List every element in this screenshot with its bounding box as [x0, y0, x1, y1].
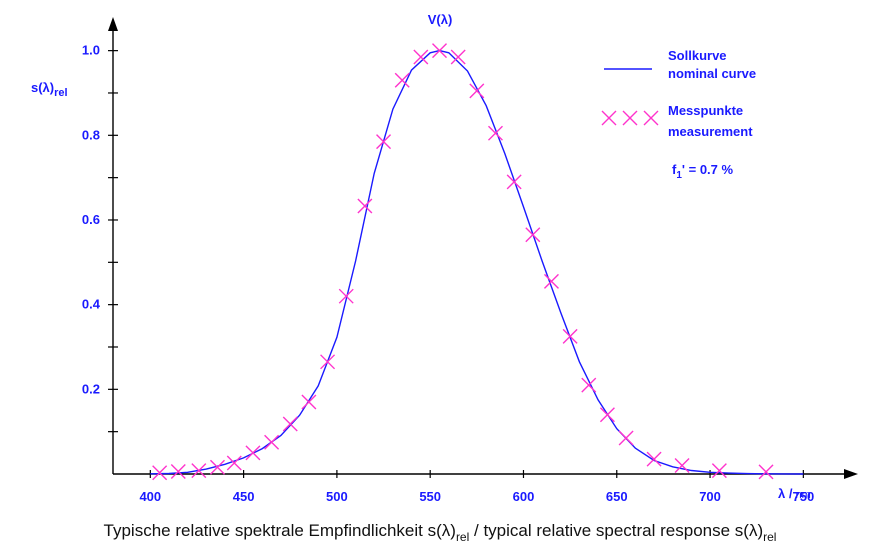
measurement-point — [191, 463, 207, 479]
chart-title: V(λ) — [428, 12, 453, 27]
y-tick-label: 0.4 — [82, 297, 101, 312]
measurement-point — [562, 328, 578, 344]
legend-marker-name: Messpunkte — [668, 103, 743, 118]
legend-line-name: Sollkurve — [668, 48, 727, 63]
y-tick-label: 0.6 — [82, 212, 100, 227]
caption-sub-1: rel — [456, 530, 469, 544]
x-axis-label: λ / nm — [778, 486, 811, 501]
legend-marker-cross — [643, 110, 659, 126]
x-tick-label: 550 — [419, 489, 441, 504]
measurement-point — [394, 72, 410, 88]
measurement-point — [469, 83, 485, 99]
legend-marker-name-en: measurement — [668, 124, 753, 139]
measurement-point — [209, 459, 225, 475]
legend: Sollkurve nominal curve Messpunkte measu… — [601, 48, 756, 181]
measurement-point — [320, 354, 336, 370]
figure-caption: Typische relative spektrale Empfindlichk… — [104, 521, 777, 544]
x-tick-label: 700 — [699, 489, 721, 504]
y-axis-label-main: s(λ) — [31, 80, 54, 95]
measurement-point — [264, 434, 280, 450]
measurement-point — [170, 463, 186, 479]
f1-annotation-sub: 1 — [676, 170, 682, 181]
y-axis-arrow — [108, 17, 118, 31]
measurement-point — [506, 174, 522, 190]
measurement-point — [282, 416, 298, 432]
measurement-point — [487, 125, 503, 141]
measurement-point — [543, 273, 559, 289]
f1-annotation: f1' = 0.7 % — [672, 162, 733, 181]
measurement-point — [450, 49, 466, 65]
x-tick-label: 500 — [326, 489, 348, 504]
measurement-point — [152, 465, 168, 481]
measurement-point — [376, 134, 392, 150]
measurement-point — [758, 464, 774, 480]
f1-annotation-rest: ' = 0.7 % — [682, 162, 734, 177]
measurement-point — [581, 377, 597, 393]
measurement-point — [226, 455, 242, 471]
legend-marker-sample — [601, 110, 659, 126]
y-tick-label: 1.0 — [82, 43, 100, 58]
measurement-point — [301, 394, 317, 410]
y-tick-label: 0.2 — [82, 381, 100, 396]
y-ticks: 0.2 0.4 0.6 0.8 1.0 — [82, 43, 118, 433]
x-tick-label: 450 — [233, 489, 255, 504]
f1-annotation-main: f — [672, 162, 677, 177]
measurement-point — [711, 463, 727, 479]
y-axis-label-sub: rel — [54, 87, 67, 99]
x-axis-label-main: λ / — [778, 486, 793, 501]
measurement-point — [245, 445, 261, 461]
legend-marker-cross — [622, 110, 638, 126]
measurement-point — [646, 451, 662, 467]
legend-line-name-en: nominal curve — [668, 66, 756, 81]
measurement-markers — [152, 43, 774, 481]
y-axis-label: s(λ)rel — [31, 80, 68, 99]
measurement-point — [432, 43, 448, 59]
x-tick-label: 650 — [606, 489, 628, 504]
y-tick-label: 0.8 — [82, 127, 100, 142]
nominal-curve-line — [150, 49, 804, 475]
caption-sub-2: rel — [763, 530, 776, 544]
caption-part-2: / typical relative spectral response s(λ… — [469, 521, 763, 540]
measurement-point — [525, 227, 541, 243]
measurement-point — [357, 198, 373, 214]
x-axis-label-unit: nm — [795, 489, 810, 501]
measurement-point — [413, 49, 429, 65]
legend-marker-cross — [601, 110, 617, 126]
caption-part-1: Typische relative spektrale Empfindlichk… — [104, 521, 456, 540]
x-tick-label: 400 — [139, 489, 161, 504]
measurement-point — [338, 288, 354, 304]
x-tick-label: 750 — [792, 489, 814, 504]
x-ticks: 400 450 500 550 600 650 700 750 — [139, 470, 814, 504]
measurement-point — [599, 407, 615, 423]
measurement-point — [618, 430, 634, 446]
x-axis-arrow — [844, 469, 858, 479]
x-tick-label: 600 — [513, 489, 535, 504]
measurement-point — [674, 458, 690, 474]
